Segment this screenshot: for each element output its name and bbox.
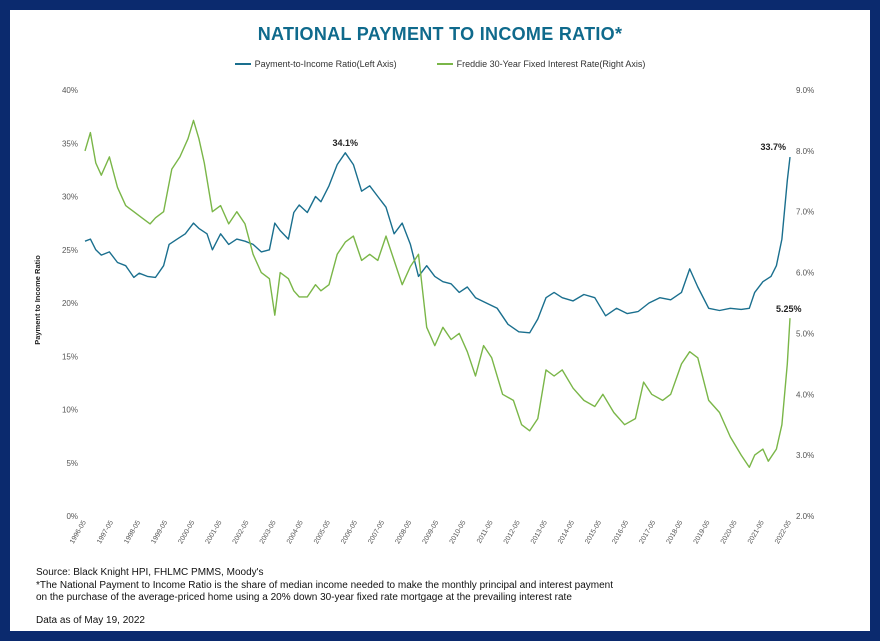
x-tick-label: 2020-05 [720, 519, 739, 545]
series-layer [84, 119, 791, 468]
x-tick-label: 2014-05 [557, 519, 576, 545]
right-tick-label: 4.0% [796, 390, 814, 399]
x-tick-label: 1997-05 [96, 519, 115, 545]
x-tick-label: 2011-05 [476, 519, 495, 544]
x-tick-label: 2015-05 [584, 519, 603, 545]
x-tick-label: 2017-05 [638, 519, 657, 545]
chart-legend: Payment-to-Income Ratio(Left Axis) Fredd… [10, 59, 870, 69]
annotation-label: 34.1% [333, 138, 359, 148]
legend-item-pti: Payment-to-Income Ratio(Left Axis) [234, 59, 397, 69]
x-tick-label: 2007-05 [367, 519, 386, 545]
left-tick-label: 20% [62, 299, 78, 308]
left-tick-label: 5% [66, 459, 78, 468]
x-tick-label: 1999-05 [150, 519, 169, 545]
x-tick-label: 2005-05 [313, 519, 332, 545]
x-tick-label: 2006-05 [340, 519, 359, 545]
x-tick-label: 2013-05 [530, 519, 549, 545]
annotation-label: 5.25% [776, 304, 802, 314]
x-tick-label: 1998-05 [123, 519, 142, 545]
left-tick-label: 35% [62, 139, 78, 148]
x-tick-label: 2010-05 [449, 519, 468, 545]
x-tick-label: 2016-05 [611, 519, 630, 545]
right-tick-label: 9.0% [796, 86, 814, 95]
definition-note-2: on the purchase of the average-priced ho… [36, 592, 572, 603]
x-tick-label: 2009-05 [422, 519, 441, 545]
x-tick-label: 2001-05 [205, 519, 224, 545]
right-tick-label: 3.0% [796, 451, 814, 460]
x-tick-label: 2022-05 [774, 519, 793, 545]
definition-note-1: *The National Payment to Income Ratio is… [36, 579, 613, 591]
line-chart: 0% 5% 10% 15% 20% 25% 30% 35% 40% 2.0% 3.0% 4.0% 5.… [33, 86, 814, 545]
right-tick-label: 7.0% [796, 208, 814, 217]
x-tick-label: 2008-05 [394, 519, 413, 545]
chart-title: NATIONAL PAYMENT TO INCOME RATIO* [257, 24, 623, 44]
x-tick-label: 2021-05 [747, 519, 766, 545]
right-tick-label: 8.0% [796, 147, 814, 156]
chart-footer: Source: Black Knight HPI, FHLMC PMMS, Mo… [36, 567, 613, 627]
left-tick-label: 0% [66, 512, 78, 521]
x-tick-label: 2019-05 [693, 519, 712, 545]
x-axis: 1996-05 1997-05 1998-05 1999-05 2000-05 2001-… [69, 519, 793, 545]
legend-label-pti: Payment-to-Income Ratio(Left Axis) [254, 59, 397, 69]
chart-panel: NATIONAL PAYMENT TO INCOME RATIO* Paymen… [10, 10, 870, 631]
left-tick-label: 15% [62, 352, 78, 361]
x-tick-label: 2004-05 [286, 519, 305, 545]
x-tick-label: 1996-05 [69, 519, 88, 545]
right-tick-label: 6.0% [796, 269, 814, 278]
as-of-note: Data as of May 19, 2022 [36, 614, 145, 626]
right-tick-label: 2.0% [796, 512, 814, 521]
series-line-pti [84, 152, 791, 334]
x-tick-label: 2003-05 [259, 519, 278, 545]
right-axis: 2.0% 3.0% 4.0% 5.0% 6.0% 7.0% 8.0% 9.0% [796, 86, 814, 521]
x-tick-label: 2000-05 [177, 519, 196, 545]
x-tick-label: 2012-05 [503, 519, 522, 545]
legend-label-rate: Freddie 30-Year Fixed Interest Rate(Righ… [456, 59, 646, 69]
left-tick-label: 25% [62, 246, 78, 255]
x-tick-label: 2018-05 [666, 519, 685, 545]
legend-swatch-rate [436, 63, 453, 65]
left-tick-label: 10% [62, 406, 78, 415]
left-axis: 0% 5% 10% 15% 20% 25% 30% 35% 40% [62, 86, 78, 521]
right-tick-label: 5.0% [796, 329, 814, 338]
source-note: Source: Black Knight HPI, FHLMC PMMS, Mo… [36, 567, 264, 578]
legend-swatch-pti [234, 63, 251, 65]
x-tick-label: 2002-05 [232, 519, 251, 545]
annotation-label: 33.7% [760, 142, 786, 152]
annotation-layer: 34.1% 33.7% 5.25% [333, 138, 802, 314]
left-tick-label: 40% [62, 86, 78, 95]
series-line-rate [84, 119, 791, 468]
y-axis-label: Payment to Income Ratio [33, 255, 42, 345]
left-tick-label: 30% [62, 193, 78, 202]
legend-item-rate: Freddie 30-Year Fixed Interest Rate(Righ… [436, 59, 646, 69]
